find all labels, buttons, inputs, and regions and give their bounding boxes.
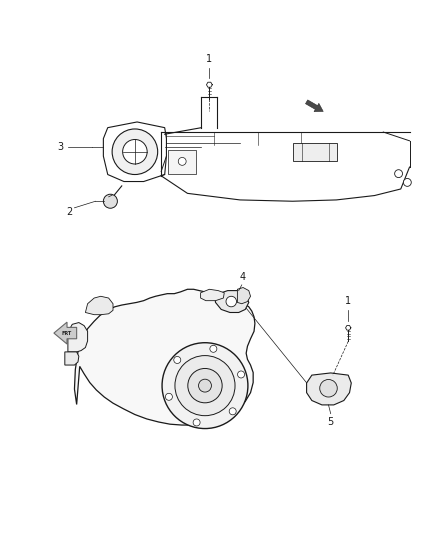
Circle shape: [229, 408, 236, 415]
Circle shape: [193, 419, 200, 426]
Circle shape: [166, 393, 173, 400]
Circle shape: [198, 379, 212, 392]
Polygon shape: [206, 82, 212, 87]
Circle shape: [112, 129, 158, 174]
Circle shape: [403, 179, 411, 187]
Circle shape: [123, 140, 147, 164]
Circle shape: [175, 356, 235, 416]
Polygon shape: [85, 296, 113, 314]
FancyArrow shape: [305, 100, 323, 112]
Polygon shape: [54, 322, 77, 344]
Polygon shape: [215, 290, 249, 312]
Polygon shape: [307, 373, 351, 405]
Text: 4: 4: [240, 272, 246, 282]
Text: FRT: FRT: [62, 330, 72, 336]
Text: 5: 5: [328, 417, 334, 427]
Text: 3: 3: [57, 142, 64, 152]
Text: 1: 1: [206, 54, 212, 64]
Circle shape: [226, 296, 237, 307]
Circle shape: [237, 371, 244, 378]
Bar: [293, 143, 337, 161]
Circle shape: [395, 169, 403, 177]
Polygon shape: [201, 289, 224, 301]
Circle shape: [162, 343, 248, 429]
Polygon shape: [237, 287, 251, 304]
Circle shape: [320, 379, 337, 397]
Circle shape: [188, 368, 222, 403]
Text: 2: 2: [66, 207, 72, 217]
Circle shape: [210, 345, 217, 352]
Polygon shape: [346, 326, 351, 330]
Circle shape: [178, 157, 186, 165]
Bar: [168, 150, 196, 174]
Polygon shape: [74, 289, 255, 425]
Circle shape: [174, 357, 181, 364]
Polygon shape: [68, 322, 88, 352]
Text: 1: 1: [345, 296, 351, 306]
Polygon shape: [65, 352, 79, 365]
Circle shape: [103, 194, 117, 208]
